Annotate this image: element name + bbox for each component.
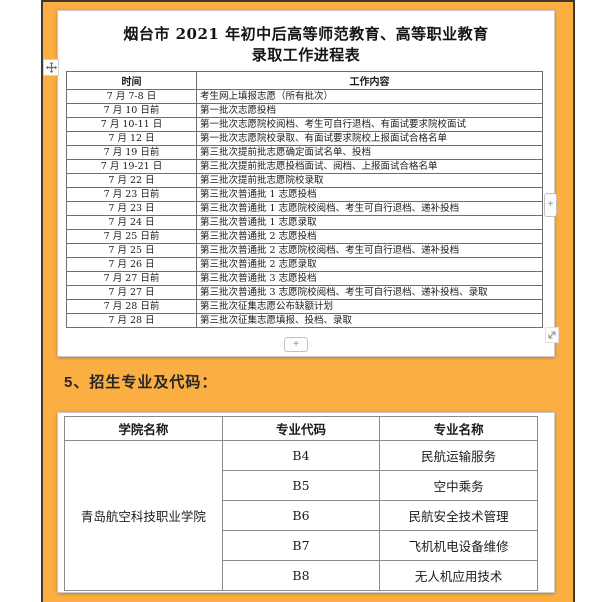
time-cell: 7 月 23 日前 [66,187,197,202]
table-move-handle[interactable] [43,59,59,76]
time-cell: 7 月 19 日前 [66,145,197,160]
task-cell: 第三批次普通批 2 志愿投档 [196,229,543,244]
time-cell: 7 月 10 日前 [66,103,197,118]
major-name-cell: 民航安全技术管理 [379,500,538,531]
time-cell: 7 月 19-21 日 [66,159,197,174]
insert-row-button[interactable]: + [284,337,308,352]
table-row: 7 月 7-8 日考生网上填报志愿（所有批次） [66,89,543,104]
majors-document-panel: 学院名称 专业代码 专业名称 青岛航空科技职业学院 B4 民航运输服务 B5 空… [57,412,555,593]
college-cell: 青岛航空科技职业学院 [64,440,223,591]
time-cell: 7 月 27 日 [66,285,197,300]
majors-col-name: 专业名称 [379,416,538,441]
table-row: B5 空中乘务 [65,470,538,501]
table-row: B8 无人机应用技术 [65,560,538,591]
task-cell: 考生网上填报志愿（所有批次） [196,89,543,104]
major-name-cell: 飞机机电设备维修 [379,530,538,561]
task-cell: 第三批次普通批 2 志愿院校阅档、考生可自行退档、递补投档 [196,243,543,258]
schedule-table: 时间 工作内容 7 月 7-8 日考生网上填报志愿（所有批次） 7 月 10 日… [66,71,543,328]
code-cell: B8 [221,560,381,591]
time-cell: 7 月 22 日 [66,173,197,188]
table-row: 7 月 26 日第三批次普通批 2 志愿录取 [66,257,543,272]
time-cell: 7 月 28 日前 [66,299,197,314]
move-handle-icon [45,62,57,73]
table-row: 7 月 23 日第三批次普通批 1 志愿院校阅档、考生可自行退档、递补投档 [66,201,543,216]
schedule-col-task: 工作内容 [196,71,543,90]
code-cell: B7 [221,530,381,561]
major-name-cell: 无人机应用技术 [379,560,538,591]
table-row: 7 月 10-11 日第一批次志愿院校阅档、考生可自行退档、有面试要求院校面试 [66,117,543,132]
time-cell: 7 月 27 日前 [66,271,197,286]
table-row: 7 月 22 日第三批次提前批志愿院校录取 [66,173,543,188]
time-cell: 7 月 28 日 [66,313,197,328]
resize-diagonal-icon [547,330,557,340]
table-row: 青岛航空科技职业学院 B4 民航运输服务 [64,440,538,591]
code-cell: B4 [221,440,381,471]
table-row: 7 月 10 日前 第一批次志愿投档 [66,103,543,118]
document-title: 烟台市 2021 年初中后高等师范教育、高等职业教育 录取工作进程表 [58,11,554,66]
table-row: 7 月 25 日第三批次普通批 2 志愿院校阅档、考生可自行退档、递补投档 [66,243,543,258]
code-cell: B6 [221,500,381,531]
task-cell: 第三批次普通批 3 志愿院校阅档、考生可自行退档、递补投档、录取 [196,285,543,300]
table-row: 7 月 28 日前 第三批次征集志愿公布缺额计划 [66,299,543,314]
time-cell: 7 月 26 日 [66,257,197,272]
time-cell: 7 月 10-11 日 [66,117,197,132]
table-row: 7 月 25 日前 第三批次普通批 2 志愿投档 [66,229,543,244]
task-cell: 第三批次提前批志愿投档面试、阅档、上报面试合格名单 [196,159,543,174]
insert-column-button[interactable]: + [544,193,557,217]
code-cell: B5 [221,470,381,501]
table-row: 7 月 27 日前 第三批次普通批 3 志愿投档 [66,271,543,286]
table-row: 7 月 19-21 日第三批次提前批志愿投档面试、阅档、上报面试合格名单 [66,159,543,174]
time-cell: 7 月 7-8 日 [66,89,197,104]
majors-header-row: 学院名称 专业代码 专业名称 [64,416,538,441]
schedule-document-panel: 烟台市 2021 年初中后高等师范教育、高等职业教育 录取工作进程表 时间 工作… [57,10,555,357]
task-cell: 第三批次征集志愿填报、投档、录取 [196,313,543,328]
time-cell: 7 月 25 日 [66,243,197,258]
table-resize-handle[interactable] [545,327,559,343]
majors-col-code: 专业代码 [221,416,381,441]
task-cell: 第三批次普通批 3 志愿投档 [196,271,543,286]
time-cell: 7 月 23 日 [66,201,197,216]
task-cell: 第一批次志愿院校录取、有面试要求院校上报面试合格名单 [196,131,543,146]
table-row: 7 月 23 日前 第三批次普通批 1 志愿投档 [66,187,543,202]
task-cell: 第三批次普通批 1 志愿院校阅档、考生可自行退档、递补投档 [196,201,543,216]
majors-col-college: 学院名称 [64,416,223,441]
schedule-header-row: 时间 工作内容 [66,71,543,90]
document-title-line2: 录取工作进程表 [251,46,361,64]
time-cell: 7 月 24 日 [66,215,197,230]
table-row: 7 月 12 日第一批次志愿院校录取、有面试要求院校上报面试合格名单 [66,131,543,146]
schedule-col-time: 时间 [66,71,197,90]
task-cell: 第三批次普通批 1 志愿投档 [196,187,543,202]
major-name-cell: 空中乘务 [379,470,538,501]
table-row: 7 月 27 日第三批次普通批 3 志愿院校阅档、考生可自行退档、递补投档、录取 [66,285,543,300]
table-row: 7 月 28 日第三批次征集志愿填报、投档、录取 [66,313,543,328]
plus-icon: + [293,338,299,350]
task-cell: 第一批次志愿投档 [196,103,543,118]
time-cell: 7 月 12 日 [66,131,197,146]
task-cell: 第三批次提前批志愿确定面试名单、投档 [196,145,543,160]
time-cell: 7 月 25 日前 [66,229,197,244]
document-title-line1: 烟台市 2021 年初中后高等师范教育、高等职业教育 [123,25,489,43]
task-cell: 第三批次普通批 2 志愿录取 [196,257,543,272]
major-name-cell: 民航运输服务 [379,440,538,471]
table-row: 7 月 19 日前 第三批次提前批志愿确定面试名单、投档 [66,145,543,160]
table-row: 7 月 24 日第三批次普通批 1 志愿录取 [66,215,543,230]
task-cell: 第三批次提前批志愿院校录取 [196,173,543,188]
task-cell: 第一批次志愿院校阅档、考生可自行退档、有面试要求院校面试 [196,117,543,132]
section-title: 5、招生专业及代码： [64,374,218,391]
task-cell: 第三批次普通批 1 志愿录取 [196,215,543,230]
majors-table: 学院名称 专业代码 专业名称 青岛航空科技职业学院 B4 民航运输服务 B5 空… [64,416,538,591]
task-cell: 第三批次征集志愿公布缺额计划 [196,299,543,314]
plus-icon: + [547,199,554,210]
